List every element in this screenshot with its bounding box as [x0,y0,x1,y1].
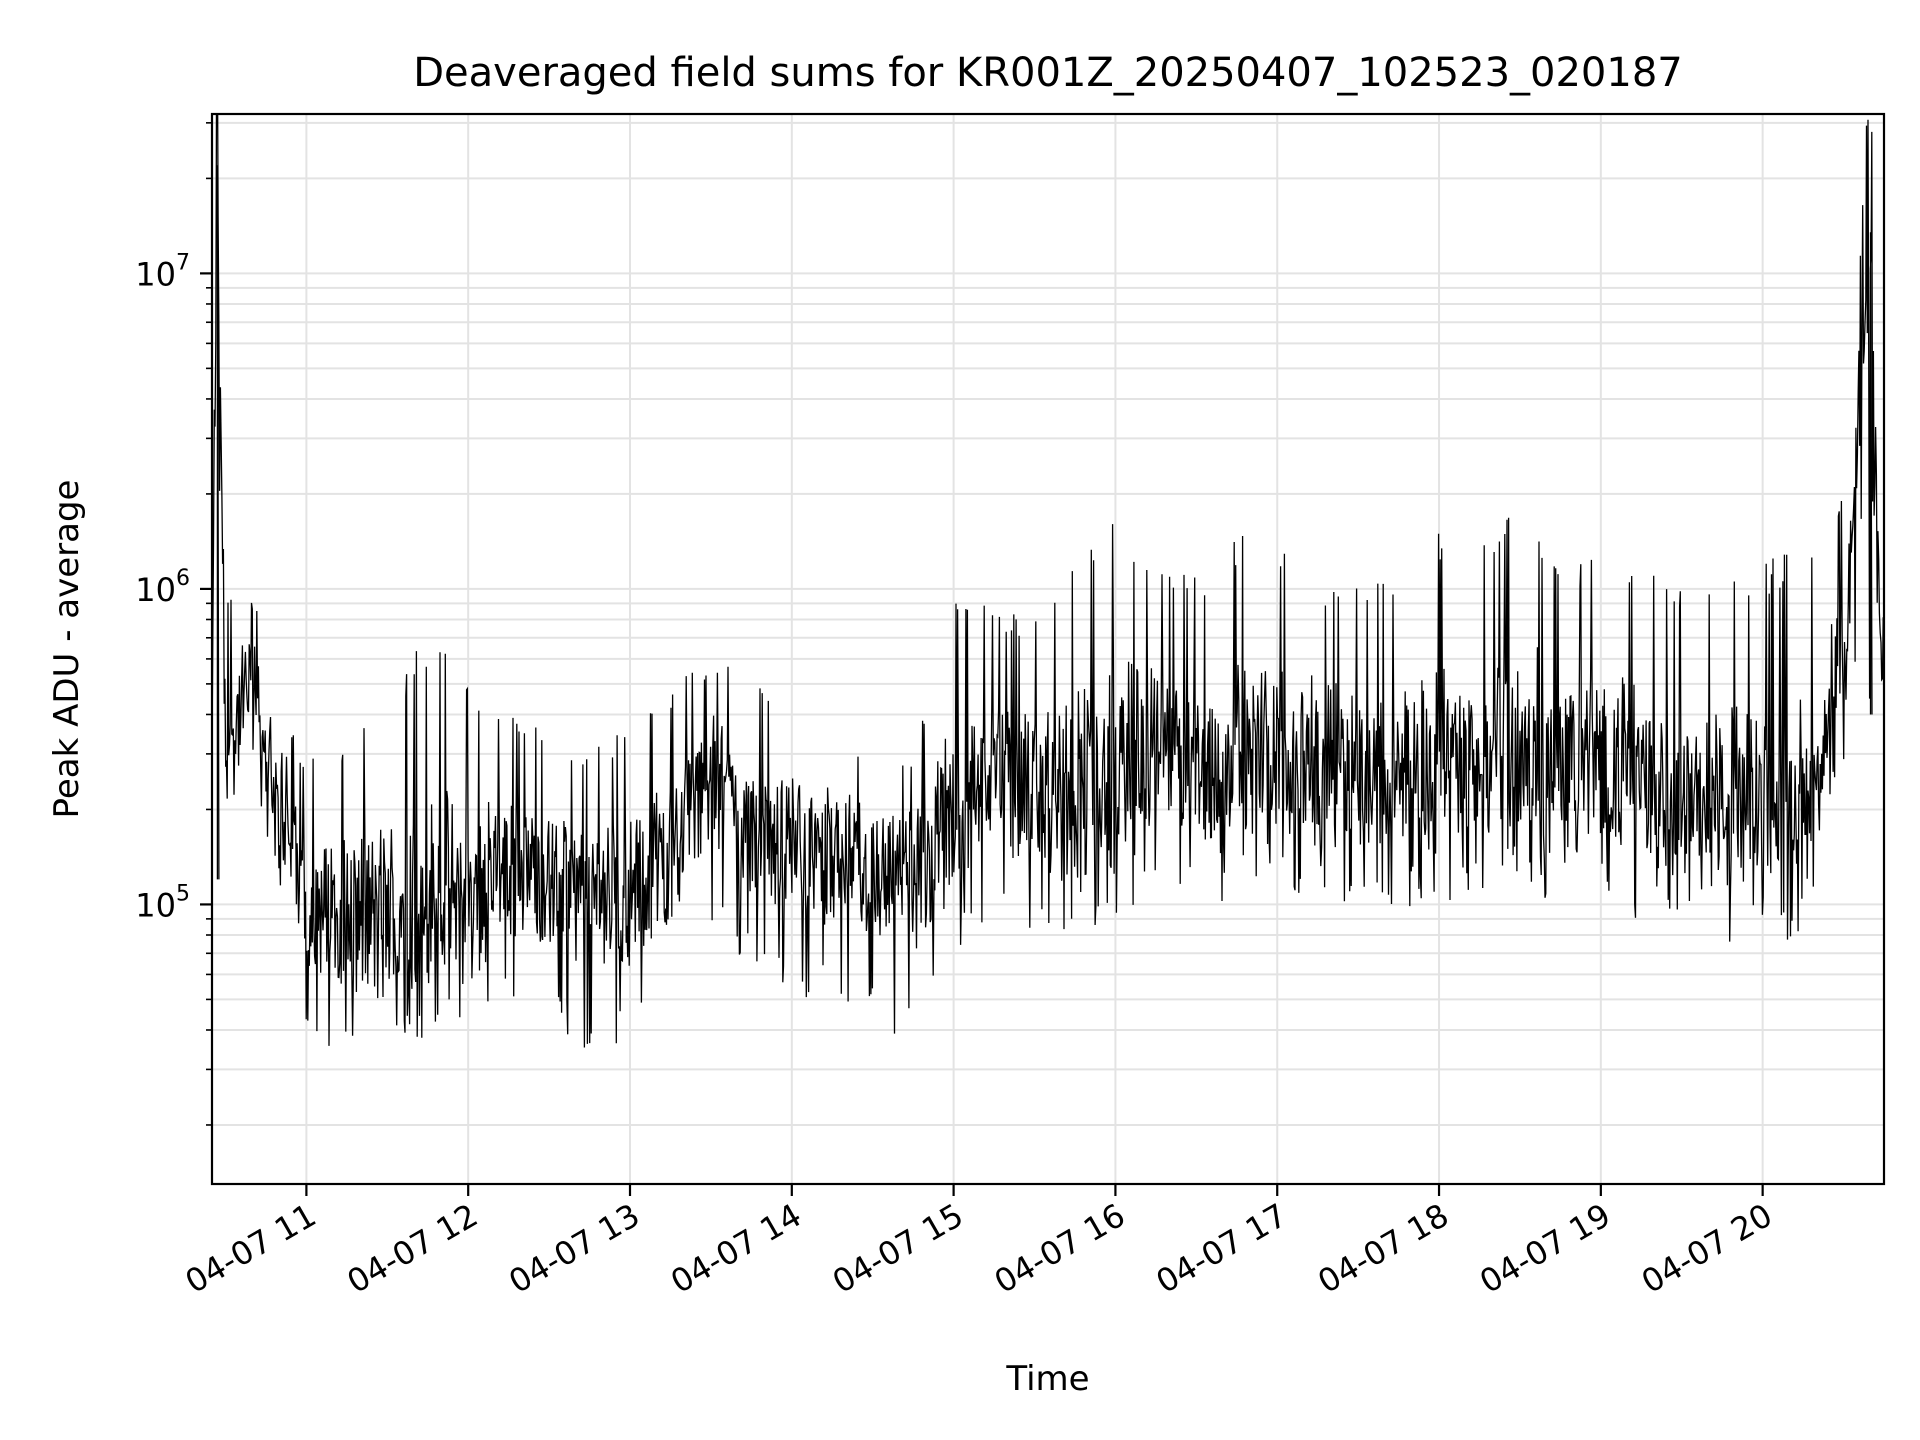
chart-title: Deaveraged field sums for KR001Z_2025040… [413,50,1682,96]
series-layer [212,114,1884,1048]
y-tick-label: 106 [135,566,190,609]
series-line [212,114,1884,1048]
plot-frame [210,112,1886,1186]
y-tick-label: 105 [135,881,190,924]
y-tick-label: 107 [135,250,190,293]
x-axis-label: Time [1005,1359,1089,1399]
y-axis-label: Peak ADU - average [47,480,87,819]
